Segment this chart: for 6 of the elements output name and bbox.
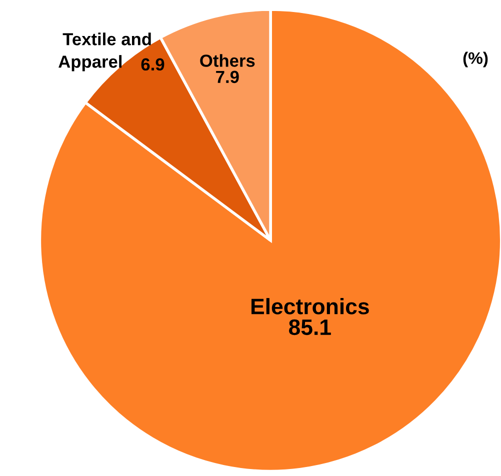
data-label: 85.1	[288, 319, 331, 336]
slice-label: Electronics	[252, 298, 369, 314]
slice-label: Others	[200, 54, 255, 67]
data-label: 7.9	[216, 70, 239, 84]
text: (%)	[463, 52, 488, 68]
data-label: 6.9	[141, 58, 164, 71]
